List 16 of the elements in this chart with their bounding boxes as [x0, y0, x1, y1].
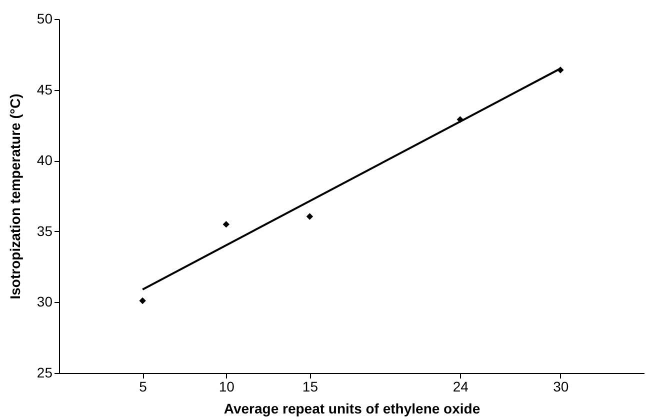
- y-tick-label: 50: [36, 10, 53, 26]
- y-axis-title: Isotropization temperature (°C): [6, 94, 23, 300]
- x-tick-label: 24: [452, 378, 469, 394]
- x-tick-label: 5: [139, 378, 148, 394]
- point: [139, 297, 146, 304]
- y-tick-label: 35: [36, 222, 53, 239]
- x-tick-label: 30: [553, 378, 569, 394]
- x-tick-label: 10: [218, 378, 235, 394]
- x-tick-label: 15: [302, 378, 318, 394]
- y-tick-label: 25: [36, 364, 53, 380]
- point: [222, 220, 230, 228]
- y-tick-label: 40: [36, 152, 53, 168]
- y-tick-label: 45: [36, 81, 53, 98]
- x-axis-title: Average repeat units of ethylene oxide: [224, 400, 480, 416]
- point: [306, 213, 314, 220]
- y-tick-label: 30: [36, 294, 53, 310]
